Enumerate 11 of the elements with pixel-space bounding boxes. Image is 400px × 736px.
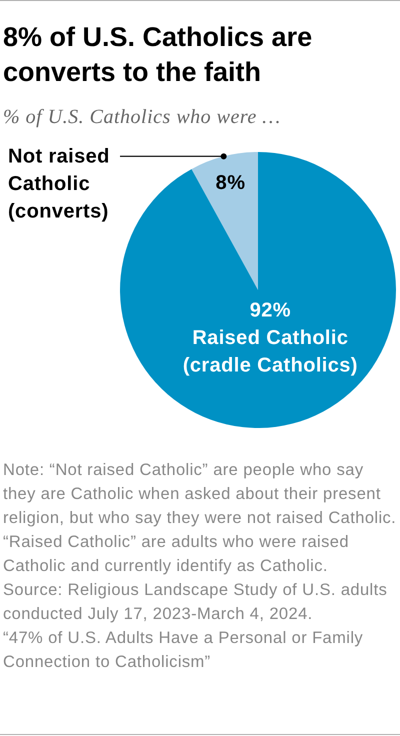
- slice-label: Raised Catholic (cradle Catholics): [182, 327, 358, 377]
- data-label: 8%: [216, 172, 246, 194]
- pie-slice: [120, 152, 396, 428]
- pie-slice: [192, 152, 258, 290]
- chart-subtitle: % of U.S. Catholics who were …: [3, 105, 282, 130]
- chart-title: 8% of U.S. Catholics are converts to the faith: [3, 21, 314, 89]
- text: “47% of U.S. Adults Have a Personal or Family Connection to Catholicism”: [3, 628, 364, 673]
- text: Note: “Not raised Catholic” are people who say they are Catholic when asked about their present religion, but who say they were not raised Catholic. “Raised Catholic” are adults who were raised Catholic and currently identify as Catholic.: [3, 460, 397, 577]
- data-label: 92%: [250, 300, 291, 322]
- slice-label: Not raised Catholic (converts): [8, 145, 110, 222]
- source-note: Source: Religious Landscape Study of U.S. adults conducted July 17, 2023-March 4, 2024.: [3, 580, 388, 625]
